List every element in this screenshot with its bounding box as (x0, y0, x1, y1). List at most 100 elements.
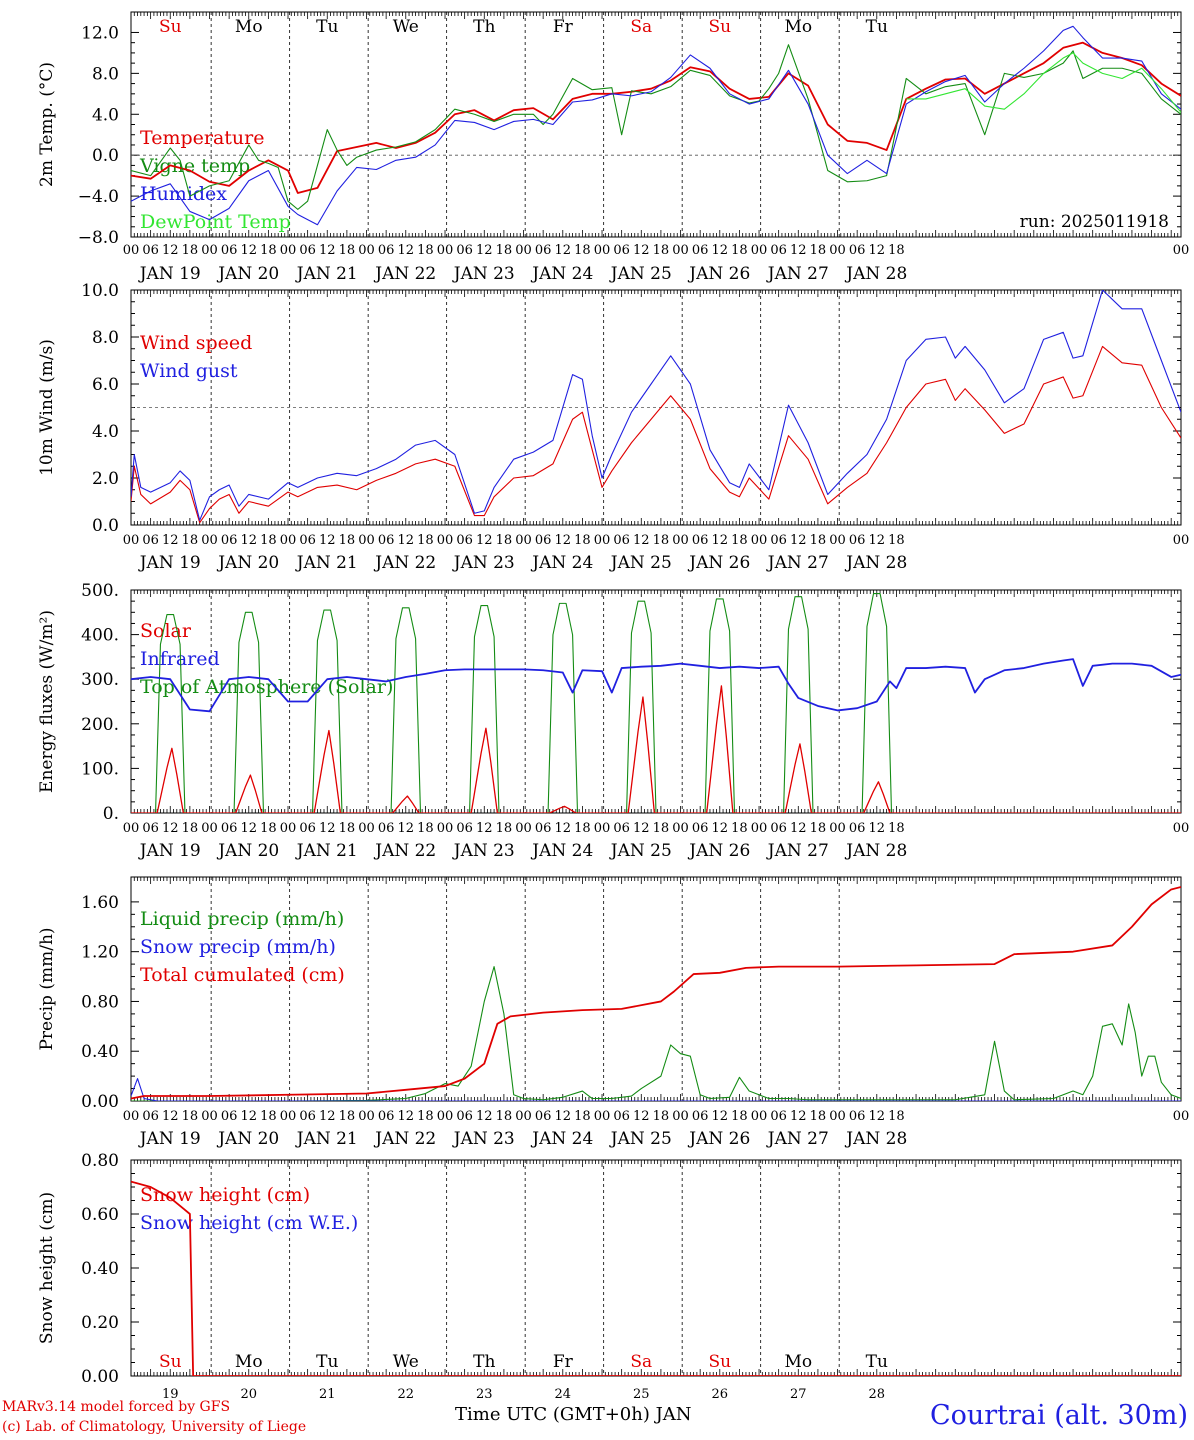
hour-tick-label: 12 (712, 1109, 729, 1124)
weekday-label: Th (473, 17, 495, 37)
hour-tick-label: 06 (770, 1109, 787, 1124)
y-tick-label: −4.0 (78, 187, 119, 207)
series-line-total-cumulated-cm (131, 886, 1181, 1100)
date-tick-label: JAN 27 (766, 264, 829, 284)
date-tick-label: JAN 21 (295, 1129, 358, 1149)
hour-tick-label: 00 (672, 821, 689, 836)
date-tick-label: JAN 24 (530, 1129, 593, 1149)
hour-tick-label: 00 (829, 1109, 846, 1124)
hour-tick-label: 12 (319, 821, 336, 836)
date-tick-label: JAN 22 (373, 553, 436, 573)
hour-tick-label: 06 (142, 533, 159, 548)
hour-tick-label: 12 (476, 533, 493, 548)
date-tick-label: JAN 28 (844, 841, 907, 861)
hour-tick-label: 18 (260, 1109, 277, 1124)
hour-tick-label: 12 (319, 1109, 336, 1124)
hour-tick-label: 18 (810, 533, 827, 548)
hour-tick-label: 00 (829, 821, 846, 836)
hour-tick-label: 00 (280, 243, 297, 258)
time-ticks (130, 590, 1182, 813)
date-tick-label: JAN 19 (138, 1129, 201, 1149)
hour-tick-label: 06 (692, 533, 709, 548)
hour-tick-label: 06 (142, 243, 159, 258)
station-label: Courtrai (alt. 30m) (929, 1400, 1188, 1431)
hour-tick-label: 00 (358, 821, 375, 836)
hour-tick-label: 06 (299, 1109, 316, 1124)
date-tick-label: JAN 27 (766, 1129, 829, 1149)
hour-tick-label: 06 (221, 533, 238, 548)
y-tick-label: 0. (103, 804, 119, 824)
plot-frame (130, 11, 1182, 238)
hour-tick-label: 00 (358, 533, 375, 548)
y-tick-label: 10.0 (81, 281, 119, 301)
hour-tick-label: 00 (1173, 243, 1190, 258)
hour-tick-label: 00 (1173, 533, 1190, 548)
hour-tick-label: 06 (142, 821, 159, 836)
hour-tick-label: 18 (339, 243, 356, 258)
y-axis-label: 2m Temp. (°C) (37, 62, 57, 187)
hour-tick-label: 00 (358, 243, 375, 258)
hour-tick-label: 06 (221, 243, 238, 258)
hour-tick-label: 18 (731, 533, 748, 548)
hour-tick-label: 00 (751, 243, 768, 258)
hour-tick-label: 18 (339, 821, 356, 836)
hour-tick-label: 06 (613, 243, 630, 258)
hour-tick-label: 18 (182, 821, 199, 836)
date-number-label: 27 (790, 1387, 807, 1400)
y-tick-label: 0.40 (81, 1042, 119, 1062)
hour-tick-label: 00 (594, 1109, 611, 1124)
hour-tick-label: 18 (417, 821, 434, 836)
date-tick-label: JAN 26 (687, 553, 750, 573)
weekday-label: Fr (553, 17, 574, 37)
hour-tick-label: 18 (182, 243, 199, 258)
hour-tick-label: 00 (437, 821, 454, 836)
hour-tick-label: 12 (790, 533, 807, 548)
weekday-label: Sa (630, 17, 652, 37)
hour-tick-label: 06 (221, 1109, 238, 1124)
hour-tick-label: 00 (201, 821, 218, 836)
hour-tick-label: 00 (437, 243, 454, 258)
y-tick-label: 4.0 (92, 105, 119, 125)
date-tick-label: JAN 26 (687, 1129, 750, 1149)
legend-entry: Snow precip (mm/h) (140, 936, 336, 958)
hour-tick-label: 00 (672, 243, 689, 258)
y-tick-label: 6.0 (92, 375, 119, 395)
date-tick-label: JAN 19 (138, 264, 201, 284)
y-axis-label: 10m Wind (m/s) (37, 339, 57, 476)
hour-tick-label: 18 (653, 1109, 670, 1124)
hour-tick-label: 18 (653, 821, 670, 836)
hour-tick-label: 12 (162, 243, 179, 258)
hour-tick-label: 00 (280, 1109, 297, 1124)
hour-tick-label: 12 (790, 243, 807, 258)
hour-tick-label: 06 (535, 821, 552, 836)
hour-tick-label: 12 (397, 1109, 414, 1124)
hour-tick-label: 12 (633, 533, 650, 548)
date-tick-label: JAN 23 (452, 264, 515, 284)
y-axis-label: Snow height (cm) (37, 1192, 57, 1344)
lab-credit: (c) Lab. of Climatology, University of L… (2, 1419, 307, 1435)
weekday-label: Su (708, 1352, 731, 1372)
date-tick-label: JAN 20 (216, 841, 279, 861)
weekday-label: Th (473, 1352, 495, 1372)
panel-3: 0. 100. 200. 300. 400. 500. Energy fluxes (W/m… (37, 581, 1189, 861)
hour-tick-label: 12 (555, 821, 572, 836)
y-tick-label: 200. (81, 715, 119, 735)
date-tick-label: JAN 28 (844, 264, 907, 284)
date-tick-label: JAN 27 (766, 841, 829, 861)
hour-tick-label: 06 (613, 533, 630, 548)
date-tick-label: JAN 25 (609, 264, 672, 284)
hour-tick-label: 12 (476, 243, 493, 258)
series-line-liquid-precip-mm-h (131, 966, 1181, 1101)
series-line-temperature (131, 41, 1181, 194)
hour-tick-label: 18 (339, 1109, 356, 1124)
time-ticks (130, 1160, 1182, 1376)
hour-tick-label: 12 (476, 821, 493, 836)
legend-entry: Snow height (cm W.E.) (140, 1212, 358, 1234)
hour-tick-label: 18 (417, 1109, 434, 1124)
legend-entry: Temperature (140, 127, 264, 149)
series-line-humidex (131, 25, 1181, 226)
date-number-label: 26 (712, 1387, 729, 1400)
weekday-label: Tu (316, 17, 338, 37)
hour-tick-label: 06 (456, 1109, 473, 1124)
